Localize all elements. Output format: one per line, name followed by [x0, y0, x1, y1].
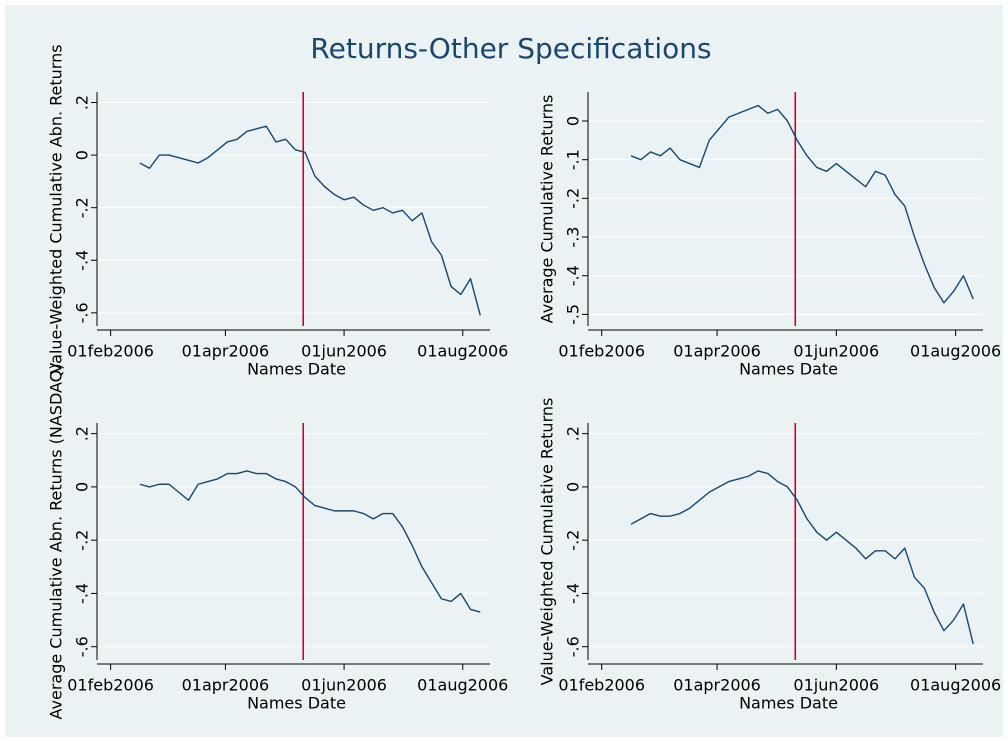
y-tick-label: -.6 [73, 636, 92, 657]
x-tick-label: 01feb2006 [558, 342, 645, 361]
y-tick-label: -.4 [73, 250, 92, 271]
x-tick-label: 01jun2006 [793, 676, 879, 695]
y-axis-title: Average Cumulative Returns [538, 95, 557, 324]
background [5, 5, 1003, 737]
y-tick-label: .2 [73, 426, 92, 441]
y-tick-label: 0 [564, 116, 583, 126]
y-tick-label: .2 [73, 95, 92, 110]
x-tick-label: 01feb2006 [558, 676, 645, 695]
x-axis-title: Names Date [247, 694, 346, 713]
x-tick-label: 01jun2006 [301, 342, 387, 361]
x-axis-title: Names Date [739, 360, 838, 379]
y-axis-title: Average Cumulative Abn. Returns (NASDAQ) [47, 364, 66, 720]
y-tick-label: -.2 [564, 188, 583, 209]
x-axis-title: Names Date [739, 694, 838, 713]
y-tick-label: .2 [564, 426, 583, 441]
y-tick-label: -.4 [73, 583, 92, 604]
x-axis-title: Names Date [247, 360, 346, 379]
y-tick-label: -.6 [73, 302, 92, 323]
y-tick-label: -.4 [564, 265, 583, 286]
data-line [630, 470, 974, 645]
x-tick-label: 01feb2006 [67, 342, 154, 361]
y-axis-title: Value-Weighted Cumulative Returns [538, 398, 557, 686]
y-tick-label: 0 [73, 150, 92, 160]
y-tick-label: -.3 [564, 227, 583, 248]
x-tick-label: 01aug2006 [417, 676, 508, 695]
x-tick-label: 01apr2006 [182, 676, 270, 695]
data-line [139, 125, 481, 316]
x-tick-label: 01jun2006 [301, 676, 387, 695]
y-tick-label: -.2 [564, 530, 583, 551]
data-line [630, 104, 974, 304]
y-tick-label: -.1 [564, 149, 583, 170]
y-tick-label: 0 [73, 482, 92, 492]
data-line [139, 470, 481, 613]
y-axis-title: Value-Weighted Cumulative Abn. Returns [47, 44, 66, 373]
y-tick-label: -.2 [73, 530, 92, 551]
y-tick-label: 0 [564, 482, 583, 492]
x-tick-label: 01jun2006 [793, 342, 879, 361]
x-tick-label: 01aug2006 [910, 342, 1001, 361]
x-tick-label: 01feb2006 [67, 676, 154, 695]
x-tick-label: 01apr2006 [673, 342, 761, 361]
figure-title: Returns-Other Specifications [310, 32, 711, 65]
y-tick-label: -.4 [564, 583, 583, 604]
y-tick-label: -.6 [564, 636, 583, 657]
y-tick-label: -.2 [73, 197, 92, 218]
y-tick-label: -.5 [564, 304, 583, 325]
x-tick-label: 01aug2006 [417, 342, 508, 361]
x-tick-label: 01apr2006 [673, 676, 761, 695]
x-tick-label: 01aug2006 [910, 676, 1001, 695]
x-tick-label: 01apr2006 [182, 342, 270, 361]
